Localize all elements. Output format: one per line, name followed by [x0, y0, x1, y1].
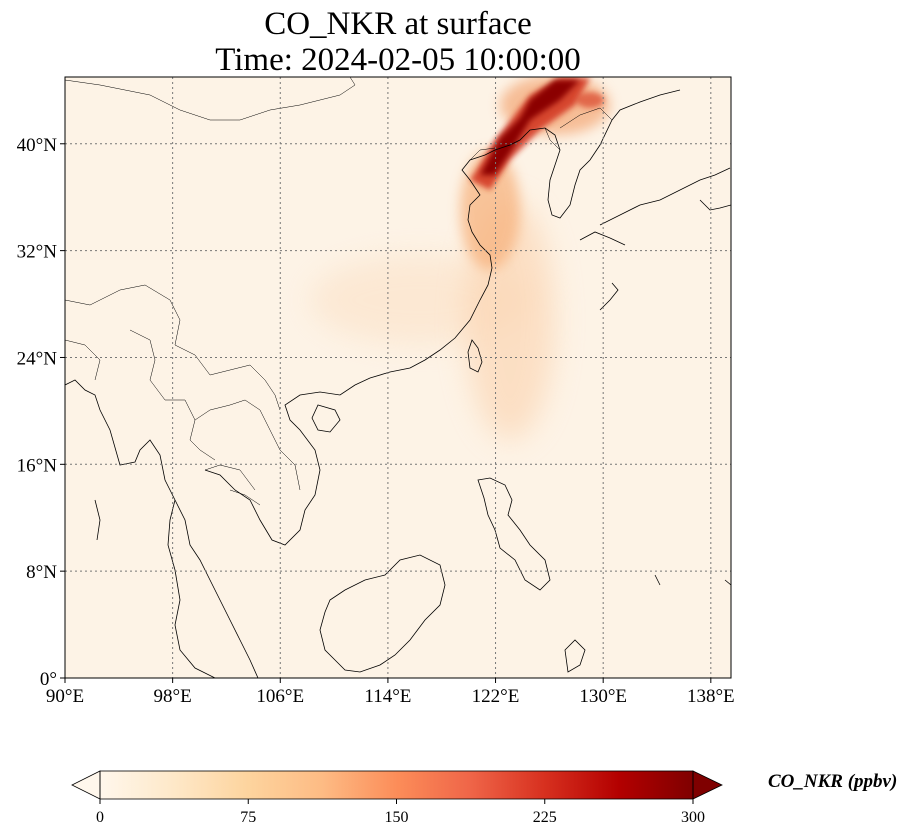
lat-tick-label: 0° [40, 669, 57, 690]
map-plot-area [65, 77, 731, 678]
lon-tick-label: 106°E [256, 686, 304, 707]
colorbar-label: CO_NKR (ppbv) [768, 771, 898, 792]
longitude-tick-labels: 90°E 98°E 106°E 114°E 122°E 130°E 138°E [46, 678, 735, 707]
lon-tick-label: 98°E [154, 686, 192, 707]
colorbar-max-extend [692, 770, 723, 800]
lon-tick-label: 114°E [364, 686, 411, 707]
lat-tick-label: 16°N [17, 455, 58, 476]
map-frame [64, 76, 732, 679]
co-plume [310, 77, 610, 440]
colorbar: 0 75 150 225 300 [71, 770, 723, 826]
colorbar-tick-label: 0 [96, 809, 104, 826]
colorbar-tick-label: 75 [240, 809, 256, 826]
colorbar-ticks: 0 75 150 225 300 [96, 799, 705, 826]
lon-tick-label: 138°E [687, 686, 735, 707]
lat-tick-label: 24°N [17, 348, 58, 369]
colorbar-tick-label: 225 [533, 809, 557, 826]
lat-tick-label: 8°N [26, 562, 57, 583]
lat-tick-label: 32°N [17, 242, 58, 263]
colorbar-tick-label: 150 [385, 809, 409, 826]
lon-tick-label: 90°E [46, 686, 84, 707]
map-subtitle: Time: 2024-02-05 10:00:00 [215, 42, 581, 78]
lon-tick-label: 122°E [472, 686, 520, 707]
lat-tick-label: 40°N [17, 135, 58, 156]
colorbar-min-extend [71, 770, 101, 800]
colorbar-gradient [100, 771, 693, 799]
gridlines [65, 77, 731, 678]
colorbar-tick-label: 300 [681, 809, 705, 826]
lon-tick-label: 130°E [579, 686, 627, 707]
country-borders [65, 77, 613, 506]
map-title: CO_NKR at surface [264, 6, 532, 42]
concentration-background [65, 77, 731, 678]
latitude-tick-labels: 0° 8°N 16°N 24°N 32°N 40°N [17, 135, 65, 690]
